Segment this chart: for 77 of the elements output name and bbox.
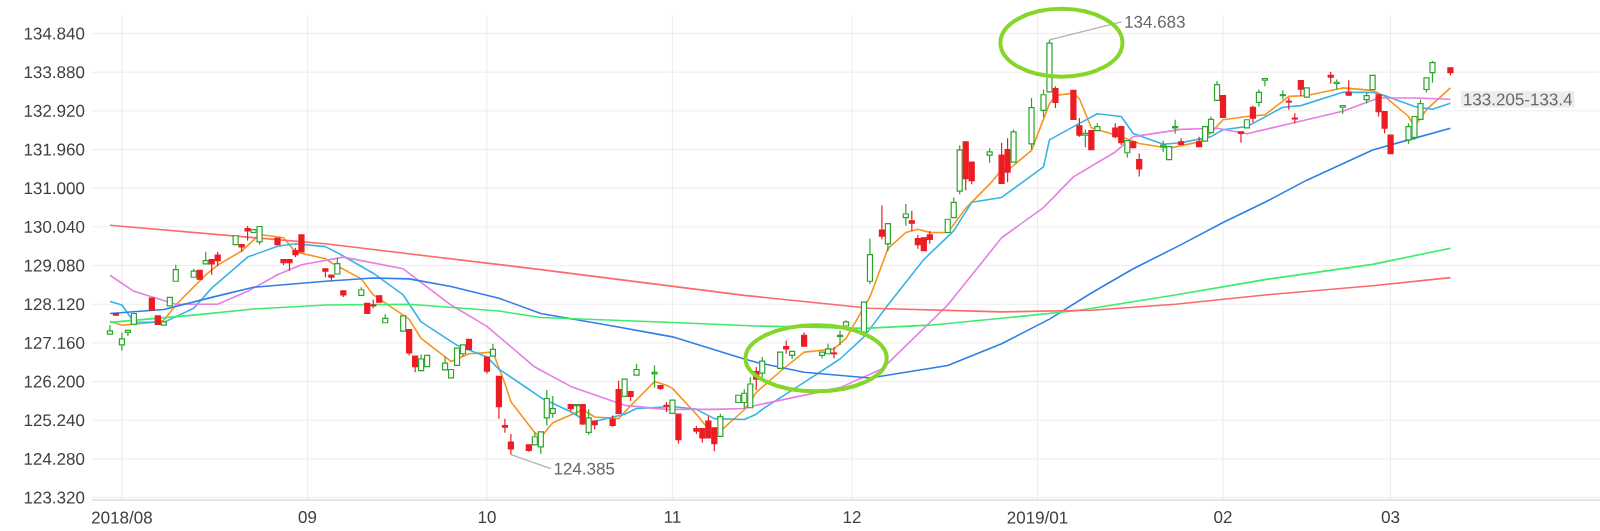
candlestick (1249, 105, 1257, 124)
y-tick-label: 123.320 (24, 491, 85, 504)
candlestick (1237, 131, 1245, 144)
y-tick-label: 129.080 (24, 259, 85, 272)
candlestick (483, 356, 491, 375)
candlestick (1088, 130, 1095, 151)
candlestick (1387, 134, 1394, 155)
candlestick (1303, 87, 1310, 98)
candlestick (501, 418, 509, 434)
candlestick (112, 312, 120, 316)
candlestick (160, 321, 167, 326)
candlestick (884, 223, 892, 252)
candlestick (166, 296, 173, 307)
candlestick (154, 315, 161, 325)
candlestick (507, 433, 515, 456)
candlestick (777, 351, 784, 369)
candlestick (1195, 136, 1203, 148)
candlestick (1243, 119, 1251, 129)
y-tick-label: 130.040 (24, 220, 85, 233)
candlestick (866, 237, 874, 285)
candlestick (1219, 94, 1227, 118)
line-series (109, 127, 1452, 379)
x-tick-label: 11 (664, 511, 681, 523)
candlestick (1261, 78, 1269, 87)
candlestick (130, 312, 138, 325)
y-tick-label: 134.840 (24, 27, 85, 40)
x-tick-label: 2018/08 (92, 511, 152, 524)
candlestick (902, 203, 909, 227)
y-tick-label: 131.960 (24, 143, 85, 156)
candlestick (1070, 89, 1077, 120)
candlestick (1255, 88, 1263, 108)
y-tick-label: 127.160 (24, 336, 85, 349)
candlestick (495, 375, 503, 420)
x-tick-label: 2019/01 (1007, 511, 1068, 524)
candlestick (118, 332, 126, 352)
candlestick (274, 237, 281, 246)
y-tick-label: 128.120 (24, 298, 85, 311)
candlestick (1130, 141, 1137, 149)
candlestick (860, 301, 868, 333)
line-series (109, 224, 1452, 313)
candlestick (1369, 74, 1376, 91)
candlestick (878, 204, 886, 240)
y-tick-label: 131.000 (24, 182, 85, 195)
x-tick-label: 09 (298, 511, 317, 524)
candlestick (376, 295, 383, 303)
x-tick-label: 03 (1381, 511, 1400, 524)
candlestick (525, 444, 532, 452)
candlestick (801, 331, 808, 347)
candlestick (830, 346, 838, 359)
candlestick (1279, 89, 1286, 100)
annotation: 124.385 (554, 462, 615, 475)
y-tick-label: 125.240 (24, 414, 85, 427)
candlestick (196, 269, 203, 280)
candlestick (1178, 137, 1185, 145)
y-tick-label: 126.200 (24, 375, 85, 388)
candlestick (412, 355, 419, 373)
candlestick (1213, 80, 1221, 101)
candlestick (621, 378, 628, 398)
candlestick (124, 329, 132, 337)
line-series (109, 247, 1452, 330)
x-tick-label: 02 (1214, 511, 1232, 524)
candlestick (669, 399, 676, 414)
annotation: 134.683 (1125, 15, 1185, 28)
y-tick-label: 133.880 (24, 66, 85, 79)
x-tick-label: 10 (478, 511, 496, 524)
y-tick-label: 124.280 (24, 452, 85, 465)
candlestick (944, 218, 951, 234)
x-tick-label: 12 (843, 511, 861, 523)
candlestick (106, 324, 114, 335)
candlestick (400, 315, 407, 332)
candlestick (465, 338, 473, 350)
candlestick (232, 235, 239, 246)
annotation: 133.205-133.4 (1464, 93, 1573, 106)
candlestick (842, 319, 850, 327)
y-tick-label: 132.920 (24, 104, 85, 117)
candlestick (148, 297, 155, 311)
candlestick (489, 343, 497, 357)
